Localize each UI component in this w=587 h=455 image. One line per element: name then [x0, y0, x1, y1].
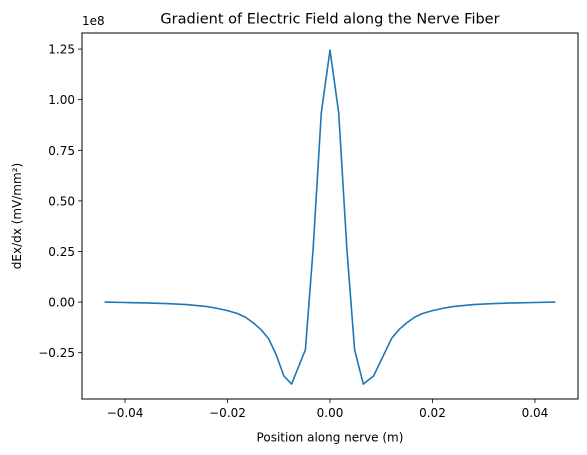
y-tick-label: 0.75	[48, 144, 75, 158]
x-tick-label: −0.02	[209, 406, 246, 420]
x-axis-label: Position along nerve (m)	[257, 431, 404, 445]
y-offset-label: 1e8	[82, 14, 105, 28]
chart-title: Gradient of Electric Field along the Ner…	[160, 12, 499, 28]
plot-area: −0.04 −0.02 0.00 0.02 0.04 −0.25 0.00 0.25 0.50 0…	[38, 43, 556, 420]
x-tick-label: 0.04	[522, 406, 549, 420]
y-tick-label: 0.00	[48, 296, 75, 310]
y-tick-label: 0.50	[48, 194, 75, 208]
y-tick-label: −0.25	[38, 346, 75, 360]
axes-frame	[81, 32, 579, 400]
x-tick-label: 0.02	[419, 406, 446, 420]
y-axis-label: dEx/dx (mV/mm²)	[10, 163, 24, 269]
x-tick-label: −0.04	[107, 406, 144, 420]
series-line	[104, 49, 556, 385]
y-tick-label: 1.25	[48, 43, 75, 57]
y-tick-label: 0.25	[48, 245, 75, 259]
x-tick-label: 0.00	[317, 406, 344, 420]
y-tick-label: 1.00	[48, 93, 75, 107]
